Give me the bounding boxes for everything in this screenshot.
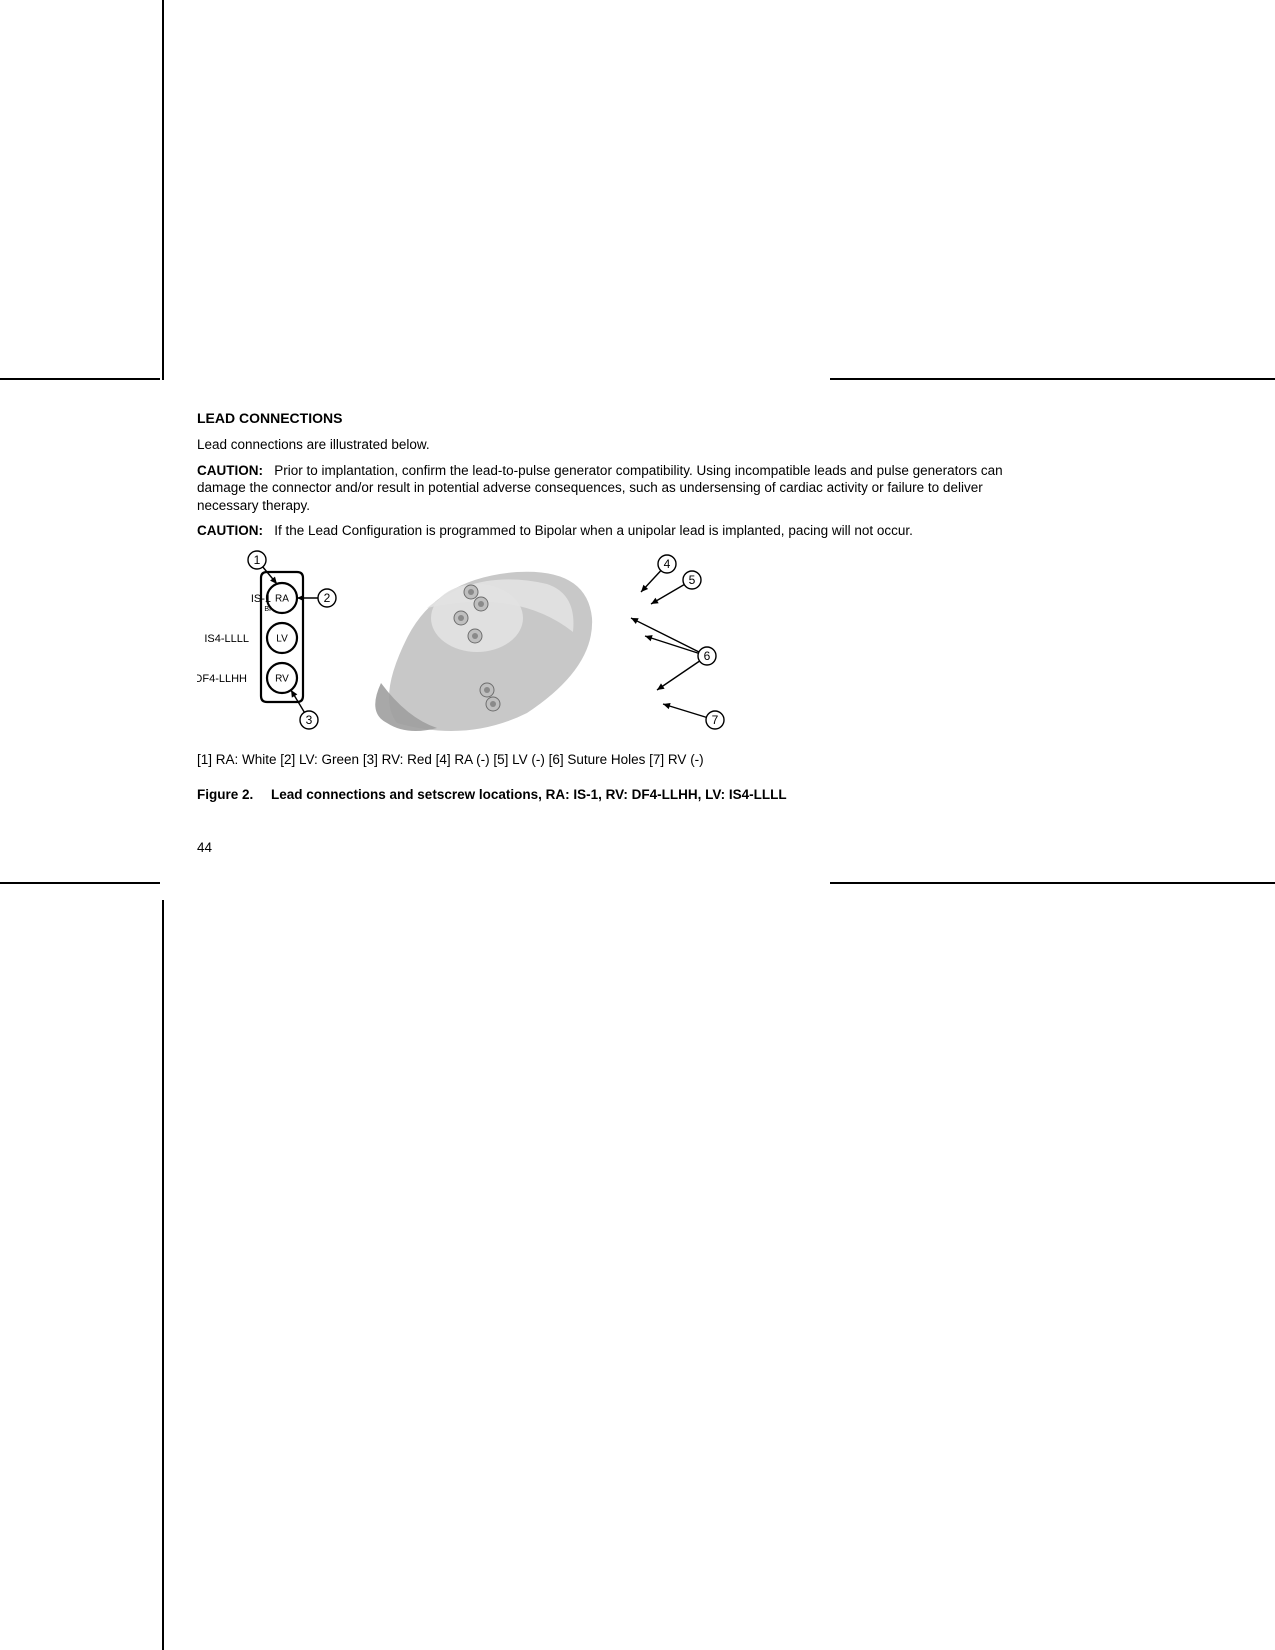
caution-1: CAUTION: Prior to implantation, confirm … — [197, 462, 1017, 515]
page: LEAD CONNECTIONS Lead connections are il… — [0, 0, 1275, 1650]
figure-legend: [1] RA: White [2] LV: Green [3] RV: Red … — [197, 752, 1017, 767]
content-block: LEAD CONNECTIONS Lead connections are il… — [197, 410, 1017, 802]
svg-text:7: 7 — [712, 713, 719, 727]
crop-mark — [0, 882, 160, 884]
caution-text: Prior to implantation, confirm the lead-… — [197, 463, 1003, 513]
svg-text:6: 6 — [704, 649, 711, 663]
svg-text:4: 4 — [664, 557, 671, 571]
figure-caption-text: Lead connections and setscrew locations,… — [271, 787, 787, 802]
caution-label: CAUTION: — [197, 523, 263, 538]
svg-text:LV: LV — [276, 633, 288, 644]
caution-2: CAUTION: If the Lead Configuration is pr… — [197, 522, 1017, 540]
page-number: 44 — [197, 840, 212, 855]
svg-text:3: 3 — [306, 713, 313, 727]
caution-text: If the Lead Configuration is programmed … — [274, 523, 913, 538]
svg-text:2: 2 — [324, 591, 331, 605]
figure-caption: Figure 2. Lead connections and setscrew … — [197, 787, 1017, 802]
svg-text:IS4-LLLL: IS4-LLLL — [204, 633, 249, 645]
caution-label: CAUTION: — [197, 463, 263, 478]
svg-text:1: 1 — [254, 553, 261, 567]
diagram-svg: RA LV RV IS-1BI IS4-LLLL DF4-LLHH 1 2 3 4 5 6 7 — [197, 548, 757, 738]
crop-mark — [162, 900, 164, 1650]
figure-diagram: RA LV RV IS-1BI IS4-LLLL DF4-LLHH 1 2 3 4 5 6 7 — [197, 548, 757, 738]
svg-text:RV: RV — [275, 673, 289, 684]
svg-text:5: 5 — [689, 573, 696, 587]
crop-mark — [830, 378, 1275, 380]
svg-text:BI: BI — [264, 606, 271, 613]
intro-paragraph: Lead connections are illustrated below. — [197, 436, 1017, 454]
section-heading: LEAD CONNECTIONS — [197, 410, 1017, 426]
figure-number: Figure 2. — [197, 787, 253, 802]
crop-mark — [162, 0, 164, 380]
svg-text:DF4-LLHH: DF4-LLHH — [197, 673, 247, 685]
crop-mark — [0, 378, 160, 380]
svg-text:IS-1: IS-1 — [251, 593, 271, 605]
crop-mark — [830, 882, 1275, 884]
svg-text:RA: RA — [275, 593, 289, 604]
